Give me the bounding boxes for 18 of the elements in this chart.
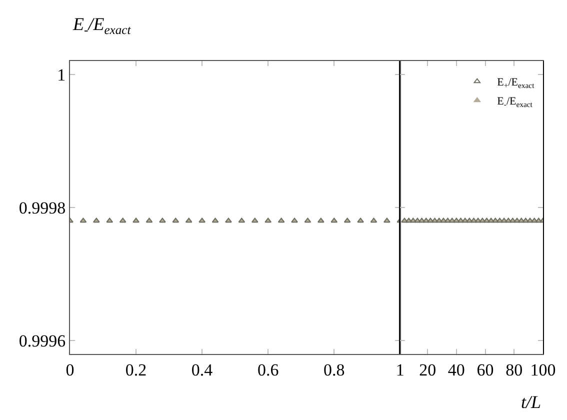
y-tick-label: 0.9996 [18,332,66,351]
x-tick-label: 0.6 [257,360,279,380]
legend-label: E$_{+}$/E$_{exact}$ [497,76,536,90]
x-tick-label: 20 [419,360,436,380]
x-tick-label: 0.2 [125,360,147,380]
x-tick-label: 0 [66,360,74,380]
x-tick-label: 0.4 [191,360,214,380]
x-tick-label: 1 [396,360,404,380]
x-tick-label: 60 [476,360,494,380]
x-tick-label: 40 [448,360,465,380]
y-axis-title: E$_{-}$/E$_{exact}$ [72,14,132,37]
legend-label: E$_{-}$/E$_{exact}$ [497,96,534,109]
x-axis-title: t/L [521,392,542,412]
y-tick-label: 1 [57,65,66,84]
y-tick-label: 0.9998 [18,198,66,218]
x-tick-label: 100 [530,360,556,380]
x-tick-label: 0.8 [323,360,345,380]
x-tick-label: 80 [506,360,523,380]
